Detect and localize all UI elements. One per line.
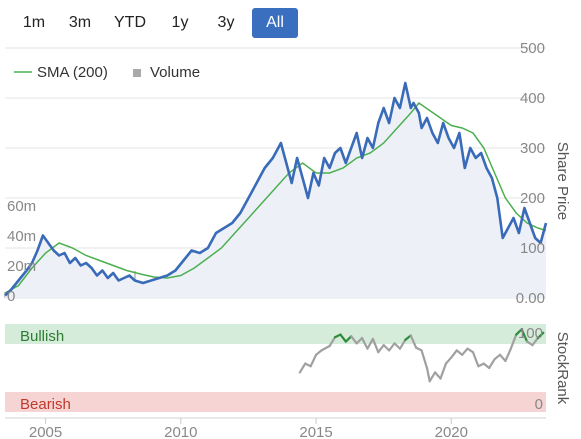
stockrank-segment [471,351,480,368]
stockrank-segment [344,335,353,343]
volume-tick-label: 60m [7,198,36,215]
stockrank-segment [388,342,396,352]
stockrank-segment [536,331,545,340]
stockrank-segment [498,353,507,363]
price-tick-label: 500 [520,40,545,57]
stockrank-segment [393,342,402,350]
range-button-3m[interactable]: 3m [60,8,100,38]
stockrank-segment [298,362,307,374]
stockrank-segment [328,336,337,348]
stockrank-segment [520,328,529,343]
stockrank-line [298,328,545,383]
volume-tick-label: 0 [7,288,15,305]
x-axis: 2005 2010 2015 2020 [29,418,468,439]
stockrank-segment [360,336,369,350]
stockrank-segment [409,334,418,349]
x-tick-label: 2010 [164,424,197,439]
x-tick-label: 2015 [299,424,332,439]
price-tick-label: 400 [520,90,545,107]
stockrank-segment [493,353,502,361]
stockrank-segment [482,362,491,370]
price-tick-label: 300 [520,140,545,157]
legend-volume-marker [133,69,141,77]
stockrank-tick-100: 100 [518,325,543,342]
stockrank-segment [355,336,364,345]
bearish-label: Bearish [20,396,71,413]
stockrank-segment [455,349,464,356]
stockrank-segment [450,349,458,359]
stockrank-segment [366,337,374,350]
stockrank-segment [461,347,469,356]
price-line [4,81,548,297]
stockrank-segment [309,353,318,368]
range-button-all[interactable]: All [252,8,298,38]
range-button-1y[interactable]: 1y [160,8,200,38]
stockrank-segment [398,338,407,350]
stockrank-segment [509,333,518,350]
range-button-1m[interactable]: 1m [14,8,54,38]
bullish-band [5,324,546,344]
stockrank-segment [531,336,539,347]
range-button-ytd[interactable]: YTD [106,8,154,38]
stockrank-segment [339,333,347,343]
price-tick-label: 0.00 [516,290,545,307]
bearish-band [5,392,546,412]
stockrank-segment [515,328,523,336]
price-area [5,83,546,298]
stockrank-segment [382,344,391,352]
stockrank-segment [428,371,437,383]
stockrank-segment [404,334,412,341]
stockrank-segment [488,358,496,370]
stockrank-segment [444,356,453,365]
x-tick-label: 2005 [29,424,62,439]
price-tick-label: 100 [520,240,545,257]
volume-axis: 60m 40m 20m 0 [7,198,36,305]
bullish-label: Bullish [20,328,64,345]
stockrank-tick-0: 0 [535,396,543,413]
stockrank-segment [425,366,431,383]
volume-tick-label: 40m [7,228,36,245]
stockrank-segment [433,371,442,380]
stockrank-segment [314,349,323,356]
range-button-3y[interactable]: 3y [206,8,246,38]
stockrank-segment [504,347,512,363]
legend-volume-label[interactable]: Volume [150,64,200,81]
volume-tick-label: 20m [7,258,36,275]
stockrank-segment [371,337,380,354]
legend: SMA (200) Volume [14,64,200,81]
range-selector: 1m 3m YTD 1y 3y All [14,8,298,38]
stockrank-segment [439,362,448,380]
price-tick-label: 200 [520,190,545,207]
price-axis: 500 400 300 200 100 0.00 [516,40,545,307]
stockrank-segment [320,344,331,352]
x-tick-label: 2020 [435,424,468,439]
share-price-axis-title: Share Price [554,142,571,220]
stockrank-segment [377,344,385,354]
stockrank-segment [350,335,358,345]
legend-sma-label[interactable]: SMA (200) [37,64,108,81]
stockrank-axis-title: StockRank [554,332,571,405]
stockrank-segment [420,349,429,370]
